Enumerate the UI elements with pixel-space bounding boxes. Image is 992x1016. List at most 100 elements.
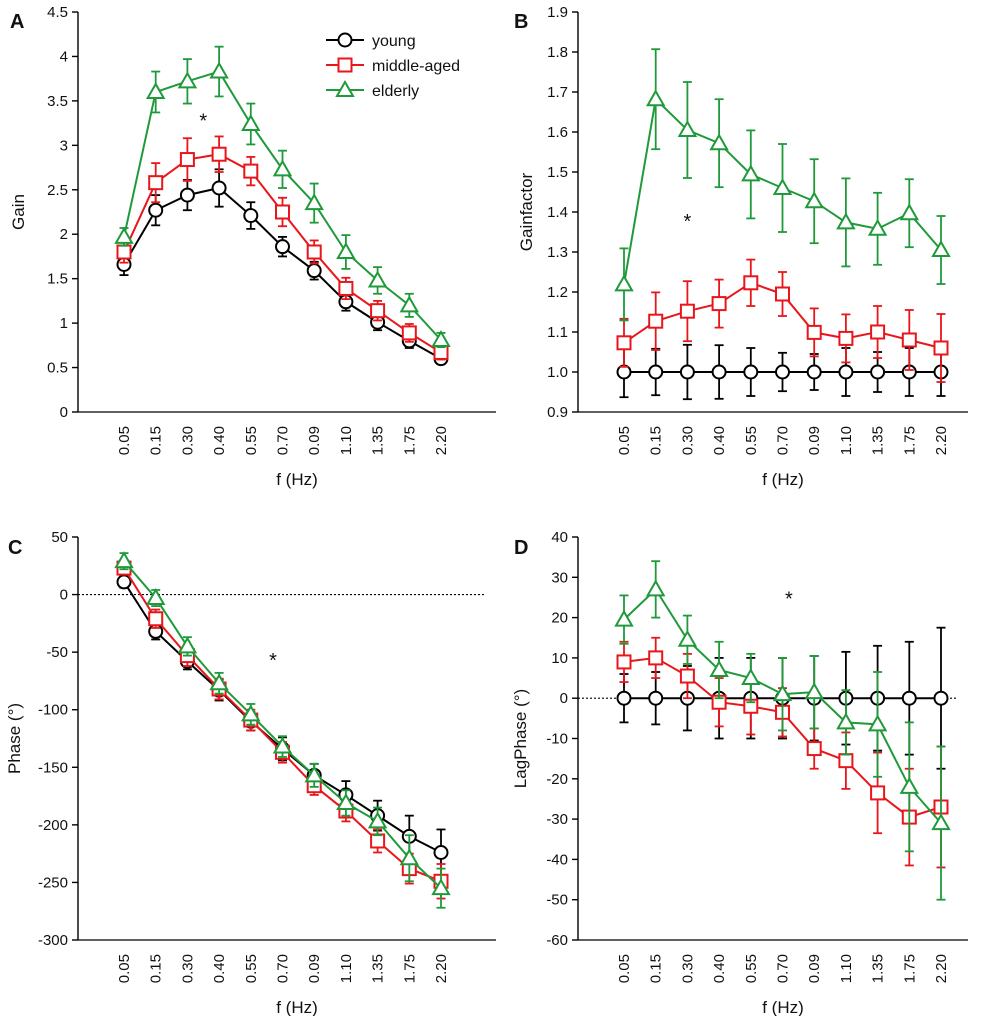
series-middle-aged — [116, 135, 449, 361]
x-tick-label: 0.30 — [179, 426, 196, 455]
x-tick-label: 2.20 — [933, 426, 950, 455]
data-point — [275, 204, 290, 220]
y-tick-label: 4 — [60, 48, 68, 65]
chart-panel-B: B 0.9 1.0 1.1 1.2 1.3 1.4 1.5 1.6 1.7 1.8 1.9 0.05 0.… — [514, 4, 968, 489]
x-tick-label: 1.75 — [901, 426, 918, 455]
data-point — [306, 244, 322, 260]
x-tick-label: 0.15 — [648, 954, 665, 983]
data-point — [243, 208, 259, 224]
y-tick-label: 1.7 — [547, 84, 568, 101]
legend-entry-middle-aged: middle-aged — [326, 57, 460, 75]
legend-marker-square — [337, 57, 353, 73]
data-point — [614, 609, 634, 627]
data-point — [148, 175, 164, 191]
y-tick-label: 0.9 — [547, 404, 568, 421]
x-tick-label: 0.70 — [775, 954, 792, 983]
data-point — [614, 274, 634, 292]
data-point — [399, 848, 420, 866]
y-axis-title: Phase (°) — [5, 703, 24, 774]
legend-label-middle-aged: middle-aged — [372, 58, 460, 75]
data-point — [114, 226, 134, 244]
series-young — [116, 574, 449, 877]
data-point — [209, 673, 229, 691]
x-tick-label: 0.05 — [616, 426, 633, 455]
data-point — [304, 765, 324, 783]
y-tick-label: 1.5 — [47, 271, 68, 288]
x-axis-title: f (Hz) — [276, 998, 318, 1016]
data-point — [838, 753, 854, 769]
data-point — [145, 81, 166, 99]
x-tick-label: 0.15 — [148, 954, 165, 983]
data-point — [899, 203, 920, 221]
x-tick-label: 0.05 — [116, 954, 133, 983]
data-point — [931, 813, 951, 831]
significance-star: * — [684, 211, 692, 233]
data-point — [743, 364, 759, 380]
series-line — [123, 567, 442, 883]
significance-star: * — [785, 589, 793, 611]
data-point — [772, 684, 793, 702]
data-point — [431, 329, 451, 347]
y-tick-label: 1.0 — [547, 364, 568, 381]
x-tick-label: 0.55 — [743, 954, 760, 983]
data-point — [741, 668, 761, 686]
y-tick-label: 0 — [60, 404, 68, 421]
data-point — [648, 650, 664, 666]
x-tick-label: 1.35 — [870, 954, 887, 983]
x-tick-label: 0.70 — [275, 426, 292, 455]
y-tick-label: 1.1 — [547, 324, 568, 341]
y-tick-label: -50 — [546, 892, 568, 909]
y-tick-label: -20 — [546, 771, 568, 788]
data-point — [243, 163, 259, 179]
x-tick-label: 0.15 — [648, 426, 665, 455]
x-tick-label: 1.75 — [401, 954, 418, 983]
data-point — [338, 280, 354, 296]
x-axis-title: f (Hz) — [762, 998, 804, 1016]
data-point — [304, 193, 324, 211]
x-tick-label: 1.35 — [370, 954, 387, 983]
series-elderly — [114, 45, 451, 349]
data-point — [211, 146, 227, 162]
y-tick-label: 0 — [60, 587, 68, 604]
x-tick-label: 0.40 — [711, 426, 728, 455]
x-tick-label: 1.10 — [338, 954, 355, 983]
data-point — [838, 330, 854, 346]
data-point — [114, 551, 134, 569]
y-tick-label: 1.6 — [547, 124, 568, 141]
y-axis-title: Gain — [9, 194, 28, 230]
data-point — [272, 736, 293, 754]
x-tick-label: 0.09 — [806, 426, 823, 455]
y-tick-label: 40 — [551, 529, 568, 546]
data-point — [677, 119, 698, 137]
panel-letter: B — [514, 11, 528, 33]
y-tick-label: 1 — [60, 315, 68, 332]
x-tick-label: 0.55 — [743, 426, 760, 455]
y-tick-label: 1.9 — [547, 4, 568, 21]
panel-letter: D — [514, 537, 528, 559]
y-tick-label: 2 — [60, 226, 68, 243]
legend-entry-elderly: elderly — [326, 79, 419, 100]
data-point — [933, 340, 949, 356]
y-tick-label: 2.5 — [47, 182, 68, 199]
data-point — [679, 303, 695, 319]
data-point — [272, 159, 293, 177]
y-tick-label: -40 — [546, 851, 568, 868]
data-point — [870, 324, 886, 340]
series-middle-aged — [616, 258, 949, 383]
x-tick-label: 0.40 — [211, 954, 228, 983]
data-point — [148, 611, 164, 627]
x-tick-label: 1.75 — [401, 426, 418, 455]
y-tick-label: 1.4 — [547, 204, 568, 221]
x-tick-label: 1.35 — [870, 426, 887, 455]
data-point — [677, 629, 698, 647]
legend: young middle-aged elderly — [326, 32, 460, 100]
x-tick-label: 0.09 — [306, 954, 323, 983]
y-tick-label: -250 — [38, 874, 68, 891]
data-point — [431, 878, 451, 896]
x-tick-label: 0.55 — [243, 954, 260, 983]
series-elderly — [614, 560, 951, 901]
data-point — [306, 263, 322, 279]
y-tick-label: 0 — [560, 690, 568, 707]
data-point — [645, 579, 666, 597]
y-tick-label: 0.5 — [47, 360, 68, 377]
